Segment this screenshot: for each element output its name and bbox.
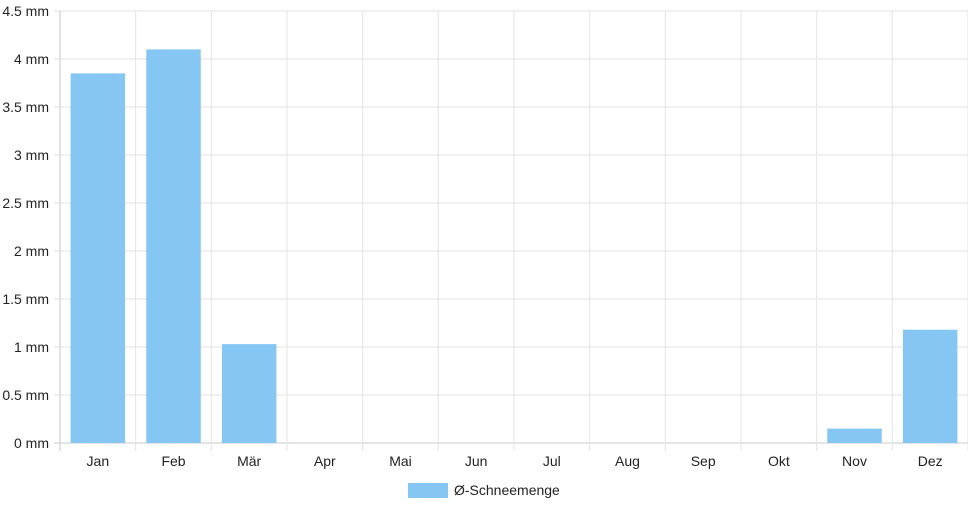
x-tick-label: Jul <box>543 453 561 469</box>
legend[interactable]: Ø-Schneemenge <box>408 482 560 498</box>
bar-nov[interactable] <box>827 428 882 443</box>
y-tick-label: 2.5 mm <box>2 195 49 211</box>
x-tick-label: Dez <box>918 453 943 469</box>
y-tick-label: 4.5 mm <box>2 3 49 19</box>
y-tick-label: 3.5 mm <box>2 99 49 115</box>
y-tick-label: 0 mm <box>14 435 49 451</box>
x-tick-label: Aug <box>615 453 640 469</box>
y-tick-label: 1 mm <box>14 339 49 355</box>
bar-mär[interactable] <box>221 344 277 443</box>
y-tick-label: 1.5 mm <box>2 291 49 307</box>
x-tick-label: Mai <box>389 453 412 469</box>
x-tick-label: Nov <box>842 453 867 469</box>
bar-jan[interactable] <box>70 73 126 444</box>
x-tick-label: Feb <box>161 453 185 469</box>
y-axis: 0 mm 0.5 mm 1 mm 1.5 mm 2 mm 2.5 mm 3 mm 3.5 mm… <box>2 3 49 451</box>
x-tick-label: Jun <box>465 453 488 469</box>
y-tick-label: 3 mm <box>14 147 49 163</box>
x-tick-label: Apr <box>314 453 336 469</box>
x-tick-label: Mär <box>237 453 261 469</box>
x-tick-label: Okt <box>768 453 790 469</box>
y-tick-label: 2 mm <box>14 243 49 259</box>
y-tick-label: 4 mm <box>14 51 49 67</box>
legend-swatch[interactable] <box>408 483 448 498</box>
x-tick-label: Sep <box>691 453 716 469</box>
x-axis: Jan Feb Mär Apr Mai Jun Jul Aug Sep Okt Nov Dez <box>87 453 943 469</box>
grid <box>54 10 968 451</box>
bars <box>70 49 958 444</box>
x-tick-label: Jan <box>87 453 110 469</box>
bar-dez[interactable] <box>902 329 958 443</box>
y-tick-label: 0.5 mm <box>2 387 49 403</box>
bar-feb[interactable] <box>146 49 201 444</box>
legend-label[interactable]: Ø-Schneemenge <box>454 482 560 498</box>
